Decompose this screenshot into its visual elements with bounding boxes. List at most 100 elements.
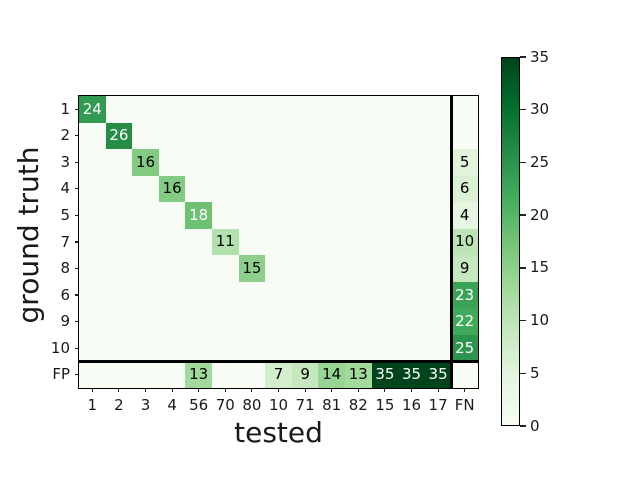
heatmap-cell xyxy=(238,361,266,388)
heatmap-cell: 14 xyxy=(318,361,345,388)
heatmap-cell xyxy=(79,175,106,203)
heatmap-cell xyxy=(105,361,133,388)
heatmap-cell xyxy=(79,334,106,362)
heatmap-cell xyxy=(371,228,399,256)
heatmap-cell xyxy=(158,308,186,335)
y-tick-label: 9 xyxy=(60,312,70,331)
heatmap-cell xyxy=(451,122,478,150)
heatmap-cell xyxy=(185,281,212,309)
x-axis-label: tested xyxy=(234,416,323,449)
y-tick-label: 10 xyxy=(50,338,70,357)
heatmap-cell xyxy=(105,281,133,309)
heatmap-cell xyxy=(398,334,425,362)
heatmap-cell: 35 xyxy=(371,361,399,388)
colorbar-tick-mark xyxy=(520,109,526,111)
heatmap-cell xyxy=(212,122,239,150)
heatmap-cell xyxy=(105,308,133,335)
heatmap-cell xyxy=(291,281,319,309)
cell-value: 24 xyxy=(82,99,102,118)
y-tick-mark xyxy=(74,241,79,243)
heatmap-cell xyxy=(291,334,319,362)
heatmap-cell: 26 xyxy=(105,122,133,150)
heatmap-cell xyxy=(105,334,133,362)
heatmap-cell: 9 xyxy=(451,255,478,282)
heatmap-plot: 24 26 16 5 16 6 18 4 11 10 15 9 23 22 25 13 7 9 14 13 35 35 35 xyxy=(78,95,479,389)
heatmap-cell xyxy=(345,228,372,256)
heatmap-cell xyxy=(105,202,133,229)
y-tick-mark xyxy=(74,188,79,190)
heatmap-cell xyxy=(105,175,133,203)
x-tick-label: 80 xyxy=(242,396,262,414)
x-tick-mark xyxy=(437,388,439,393)
heatmap-cell xyxy=(79,122,106,150)
heatmap-cell xyxy=(424,255,452,282)
heatmap-cell xyxy=(132,308,159,335)
heatmap-cell: 22 xyxy=(451,308,478,335)
heatmap-cell xyxy=(265,281,292,309)
x-tick-mark xyxy=(91,388,93,393)
heatmap-cell: 13 xyxy=(185,361,212,388)
y-tick-mark xyxy=(74,161,79,163)
heatmap-cell xyxy=(318,308,345,335)
heatmap-cell xyxy=(212,175,239,203)
colorbar-tick-mark xyxy=(520,267,526,269)
heatmap-cell xyxy=(238,228,266,256)
heatmap-cell: 18 xyxy=(185,202,212,229)
heatmap-cell xyxy=(79,149,106,176)
heatmap-cell: 9 xyxy=(291,361,319,388)
y-tick-label: 6 xyxy=(60,285,70,304)
heatmap-cell xyxy=(345,149,372,176)
heatmap-cell: 25 xyxy=(451,334,478,362)
heatmap-cell xyxy=(318,175,345,203)
heatmap-cell xyxy=(371,202,399,229)
x-tick-label: 81 xyxy=(322,396,342,414)
cell-value: 5 xyxy=(459,152,470,171)
x-tick-label: 71 xyxy=(295,396,315,414)
cell-value: 26 xyxy=(109,126,129,145)
heatmap-cell xyxy=(424,281,452,309)
heatmap-cell xyxy=(318,255,345,282)
heatmap-cell xyxy=(158,255,186,282)
heatmap-cell xyxy=(212,334,239,362)
heatmap-cell xyxy=(265,175,292,203)
heatmap-cell xyxy=(105,96,133,123)
heatmap-cell xyxy=(79,228,106,256)
x-tick-mark xyxy=(384,388,386,393)
heatmap-cell: 7 xyxy=(265,361,292,388)
colorbar xyxy=(501,57,520,426)
y-tick-label: 4 xyxy=(60,179,70,198)
cell-value: 16 xyxy=(135,152,156,171)
heatmap-cell xyxy=(398,96,425,123)
cell-value: 13 xyxy=(189,365,209,384)
heatmap-cell xyxy=(398,308,425,335)
x-tick-label: 10 xyxy=(268,396,289,414)
y-tick-label: 5 xyxy=(60,205,70,224)
heatmap-cell xyxy=(291,96,319,123)
x-tick-label: 16 xyxy=(401,396,422,414)
heatmap-cell xyxy=(158,228,186,256)
heatmap-cell xyxy=(212,255,239,282)
heatmap-cell xyxy=(291,175,319,203)
heatmap-cell xyxy=(185,334,212,362)
cell-value: 23 xyxy=(455,285,475,304)
heatmap-cell xyxy=(158,281,186,309)
heatmap-cell xyxy=(105,228,133,256)
heatmap-cell xyxy=(79,255,106,282)
cell-value: 9 xyxy=(300,365,310,384)
heatmap-cell xyxy=(238,281,266,309)
x-tick-label: 70 xyxy=(215,396,235,414)
heatmap-cell xyxy=(291,228,319,256)
heatmap-cell: 15 xyxy=(238,255,266,282)
x-tick-mark xyxy=(331,388,333,393)
heatmap-cell xyxy=(424,202,452,229)
heatmap-cell xyxy=(371,281,399,309)
x-tick-mark xyxy=(171,388,173,393)
heatmap-cell: 24 xyxy=(79,96,106,123)
x-tick-mark xyxy=(357,388,359,393)
colorbar-tick-label: 20 xyxy=(530,205,550,224)
x-tick-label: 3 xyxy=(140,396,151,414)
heatmap-cell xyxy=(212,308,239,335)
heatmap-cell xyxy=(132,175,159,203)
heatmap-cell xyxy=(371,308,399,335)
heatmap-cell: 4 xyxy=(451,202,478,229)
